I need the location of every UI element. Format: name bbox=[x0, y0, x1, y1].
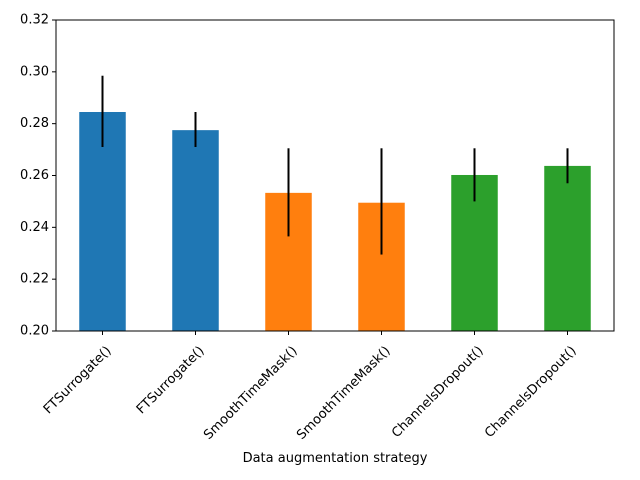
x-axis: FTSurrogate() FTSurrogate()SmoothTimeMask… bbox=[41, 331, 580, 443]
y-tick-label-2: 0.22 bbox=[20, 272, 49, 287]
x-axis-title: Data augmentation strategy bbox=[243, 451, 428, 466]
bar-1 bbox=[79, 112, 126, 331]
x-tick-label-6: ChannelsDropout() bbox=[482, 343, 579, 440]
x-tick-label-2: FTSurrogate() bbox=[134, 343, 208, 417]
y-tick-label-6: 0.30 bbox=[20, 64, 49, 79]
bar-2 bbox=[172, 130, 219, 331]
x-tick-label-5: ChannelsDropout() bbox=[389, 343, 486, 440]
y-tick-label-3: 0.24 bbox=[20, 220, 49, 235]
x-tick-label-3: SmoothTimeMask() bbox=[201, 343, 300, 442]
error-bars-group bbox=[101, 75, 569, 255]
y-axis: 0.20 0.22 0.24 0.26 0.28 0.30 0.32 bbox=[20, 13, 56, 339]
y-tick-label-4: 0.26 bbox=[20, 168, 49, 183]
y-tick-label-1: 0.20 bbox=[20, 324, 49, 339]
bar-6 bbox=[544, 165, 591, 331]
x-tick-label-1: FTSurrogate() bbox=[41, 343, 115, 417]
plot-background bbox=[56, 20, 614, 331]
x-tick-label-4: SmoothTimeMask() bbox=[294, 343, 393, 442]
y-tick-label-5: 0.28 bbox=[20, 116, 49, 131]
y-tick-label-7: 0.32 bbox=[20, 13, 49, 28]
